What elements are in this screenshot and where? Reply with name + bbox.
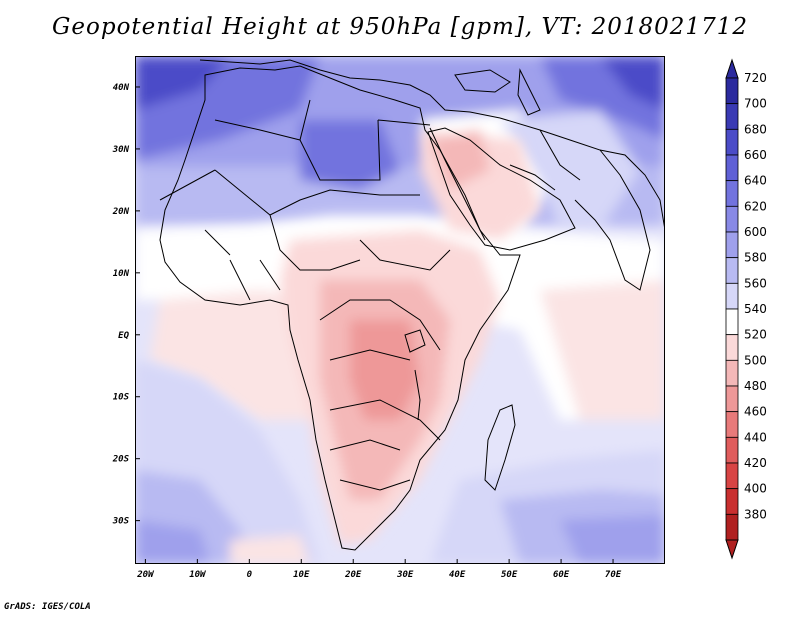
colorbar-label: 580 [744, 251, 767, 265]
map-frame [135, 56, 665, 564]
lon-label: 20E [344, 570, 362, 580]
colorbar-swatch [725, 231, 739, 259]
lon-label: 30E [396, 570, 414, 580]
lat-label: EQ [118, 331, 129, 341]
lat-label: 10N [113, 269, 130, 279]
lon-label: 10E [293, 570, 310, 580]
lat-label: 20N [112, 207, 130, 217]
colorbar-swatch [725, 411, 739, 438]
colorbar-swatch [725, 77, 739, 105]
colorbar-swatch [725, 128, 739, 156]
colorbar-swatch [725, 436, 739, 464]
colorbar-swatch [725, 308, 739, 336]
colorbar-label: 500 [744, 353, 767, 367]
lat-label: 30S [112, 517, 130, 527]
colorbar-label: 480 [744, 379, 767, 393]
lon-label: 20W [136, 570, 155, 580]
colorbar-swatch [725, 103, 739, 130]
colorbar-label: 680 [744, 122, 767, 136]
colorbar-label: 660 [744, 148, 767, 162]
colorbar-swatch [725, 385, 739, 413]
colorbar-swatch [725, 154, 739, 182]
colorbar-swatch [725, 282, 739, 310]
colorbar-label: 440 [744, 430, 767, 444]
latitude-labels: 40N 30N 20N 10N EQ 10S 20S 30S [112, 83, 140, 527]
map-title: Geopotential Height at 950hPa [gpm], VT:… [52, 14, 748, 40]
grads-credit: GrADS: IGES/COLA [4, 602, 91, 612]
colorbar-label: 380 [744, 507, 767, 521]
colorbar-label: 640 [744, 174, 767, 188]
colorbar-label: 720 [744, 71, 767, 85]
lon-label: 10W [189, 570, 207, 580]
lat-label: 30N [112, 145, 130, 155]
colorbar-swatch [725, 334, 739, 361]
lat-label: 10S [113, 393, 130, 403]
lat-label: 40N [113, 83, 130, 93]
lon-label: 60E [553, 570, 570, 580]
colorbar: 720 700 680 660 640 620 600 580 560 540 520 500 480 4… [725, 58, 767, 560]
colorbar-swatch [725, 359, 739, 387]
colorbar-bottom-arrow [725, 539, 739, 560]
lon-label: 70E [605, 570, 622, 580]
colorbar-swatch [725, 488, 739, 515]
coastlines [159, 59, 665, 551]
colorbar-top-arrow [725, 58, 739, 79]
lon-label: 40E [449, 570, 466, 580]
colorbar-label: 420 [744, 456, 767, 470]
colorbar-swatch [725, 205, 739, 233]
colorbar-label: 520 [744, 328, 767, 342]
colorbar-label: 620 [744, 199, 767, 213]
colorbar-label: 460 [744, 405, 767, 419]
colorbar-label: 600 [744, 225, 767, 239]
lon-label: 0 [247, 570, 253, 580]
colorbar-swatch [725, 257, 739, 284]
lat-label: 20S [112, 455, 130, 465]
colorbar-label: 560 [744, 276, 767, 290]
colorbar-swatch [725, 180, 739, 207]
lon-label: 50E [501, 570, 518, 580]
colorbar-label: 700 [744, 97, 767, 111]
height-field [135, 56, 665, 564]
colorbar-swatch [725, 513, 739, 541]
colorbar-label: 400 [744, 482, 767, 496]
colorbar-swatch [725, 462, 739, 490]
colorbar-label: 540 [744, 302, 767, 316]
